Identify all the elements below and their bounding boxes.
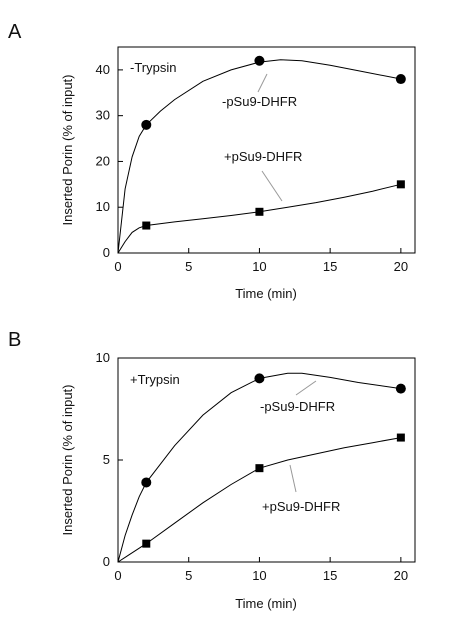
data-point-square: [396, 433, 405, 442]
y-axis-title-b: Inserted Porin (% of input): [60, 384, 75, 535]
condition-label-a: -Trypsin: [130, 60, 176, 75]
annotation-b-minus: -pSu9-DHFR: [260, 399, 335, 414]
x-tick-label: 0: [114, 259, 121, 274]
y-tick-label: 0: [103, 245, 110, 260]
y-tick-label: 30: [96, 108, 110, 123]
markers-b: [141, 373, 406, 548]
series-line-plus-psu9-dhfr: [117, 183, 402, 254]
data-point-circle: [141, 477, 152, 488]
data-point-square: [396, 180, 405, 189]
curves-a: [117, 59, 402, 254]
leader-line-b2: [289, 464, 297, 493]
data-point-circle: [395, 383, 406, 394]
y-tick-label: 5: [103, 452, 110, 467]
data-point-square: [255, 464, 264, 473]
plot-frame-a: [117, 46, 416, 254]
markers-a: [141, 55, 406, 230]
x-tick-label: 20: [394, 259, 408, 274]
condition-label-b: +Trypsin: [130, 372, 180, 387]
data-point-circle: [254, 55, 265, 66]
y-tick-label: 0: [103, 554, 110, 569]
y-tick-label: 10: [96, 350, 110, 365]
data-point-circle: [395, 74, 406, 85]
ticks-b: 0 5 10 15 20 0 5 10: [96, 350, 409, 583]
x-axis-title-a: Time (min): [235, 286, 297, 301]
panel-b: B 0 5 10 15 20 0 5 10 +Trypsin -pSu9-DHFR +pSu9…: [8, 329, 416, 611]
x-tick-label: 5: [185, 259, 192, 274]
y-axis-title-a: Inserted Porin (% of input): [60, 74, 75, 225]
x-tick-label: 20: [394, 568, 408, 583]
ticks-a: 0 5 10 15 20 0 10 20 30 40: [96, 62, 409, 274]
annotation-a-minus: -pSu9-DHFR: [222, 94, 297, 109]
leader-line-a2: [261, 170, 283, 202]
x-tick-label: 15: [323, 568, 337, 583]
x-tick-label: 10: [252, 568, 266, 583]
x-tick-label: 10: [252, 259, 266, 274]
series-line-plus-psu9-dhfr: [117, 437, 401, 563]
y-tick-label: 40: [96, 62, 110, 77]
series-line-minus-psu9-dhfr: [117, 59, 401, 254]
y-tick-label: 10: [96, 199, 110, 214]
data-point-circle: [141, 119, 152, 130]
x-axis-title-b: Time (min): [235, 596, 297, 611]
panel-letter-a: A: [8, 21, 22, 43]
data-point-square: [255, 207, 264, 216]
annotation-b-plus: +pSu9-DHFR: [262, 499, 340, 514]
x-tick-label: 5: [185, 568, 192, 583]
data-point-square: [142, 221, 151, 230]
x-tick-label: 0: [114, 568, 121, 583]
data-point-square: [142, 539, 151, 548]
panel-letter-b: B: [8, 329, 21, 351]
leader-line-b1: [295, 380, 317, 396]
y-tick-label: 20: [96, 153, 110, 168]
leader-line-a1: [257, 73, 268, 93]
x-tick-label: 15: [323, 259, 337, 274]
annotation-a-plus: +pSu9-DHFR: [224, 149, 302, 164]
series-line-minus-psu9-dhfr: [117, 372, 401, 563]
data-point-circle: [254, 373, 265, 384]
